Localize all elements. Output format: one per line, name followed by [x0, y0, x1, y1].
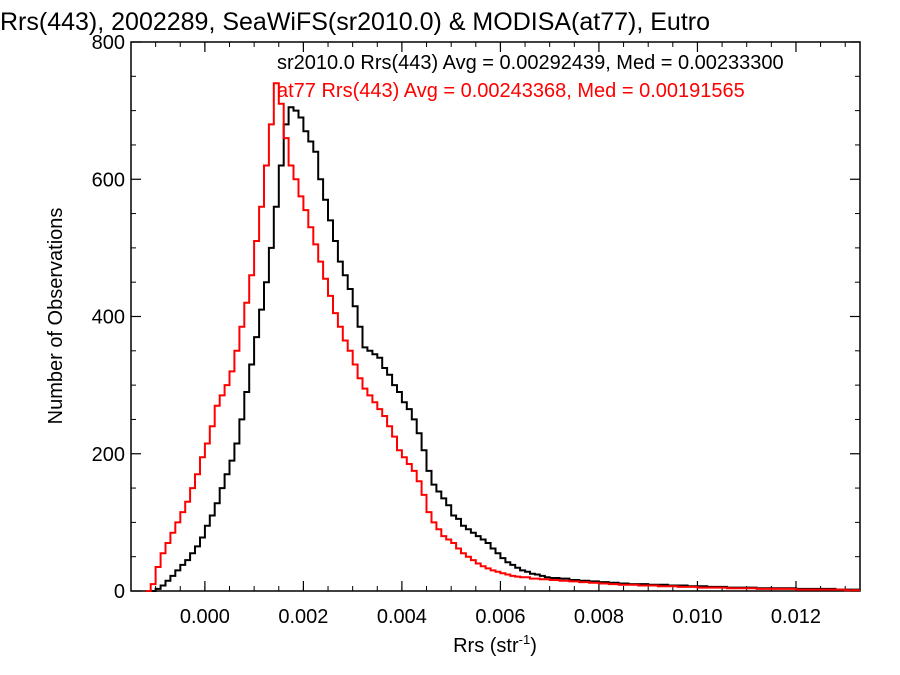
chart-title: Rrs(443), 2002289, SeaWiFS(sr2010.0) & M… [0, 8, 710, 36]
x-tick-label: 0.002 [278, 606, 328, 628]
x-tick-label: 0.000 [180, 606, 230, 628]
x-tick-label: 0.004 [377, 606, 427, 628]
x-axis: 0.000 0.002 0.004 0.006 0.008 0.010 0.012 [155, 42, 846, 628]
y-axis-label: Number of Observations [45, 208, 67, 425]
y-axis: 0 200 400 600 800 [92, 32, 860, 603]
y-tick-label: 200 [92, 444, 125, 466]
x-axis-label: Rrs (str-1) [453, 632, 537, 657]
series-stat-sr2010: sr2010.0 Rrs(443) Avg = 0.00292439, Med … [277, 52, 784, 74]
x-tick-label: 0.010 [672, 606, 722, 628]
plot-frame [130, 41, 861, 592]
series-layer [145, 82, 860, 592]
series-line-at77 [145, 82, 860, 592]
x-tick-label: 0.006 [475, 606, 525, 628]
y-tick-label: 800 [92, 32, 125, 54]
y-tick-label: 600 [92, 169, 125, 191]
y-tick-label: 0 [114, 581, 125, 603]
series-stat-at77: at77 Rrs(443) Avg = 0.00243368, Med = 0.… [277, 80, 745, 102]
x-tick-label: 0.012 [771, 606, 821, 628]
y-tick-label: 400 [92, 307, 125, 329]
x-tick-label: 0.008 [574, 606, 624, 628]
series-line-sr2010.0 [145, 106, 860, 592]
